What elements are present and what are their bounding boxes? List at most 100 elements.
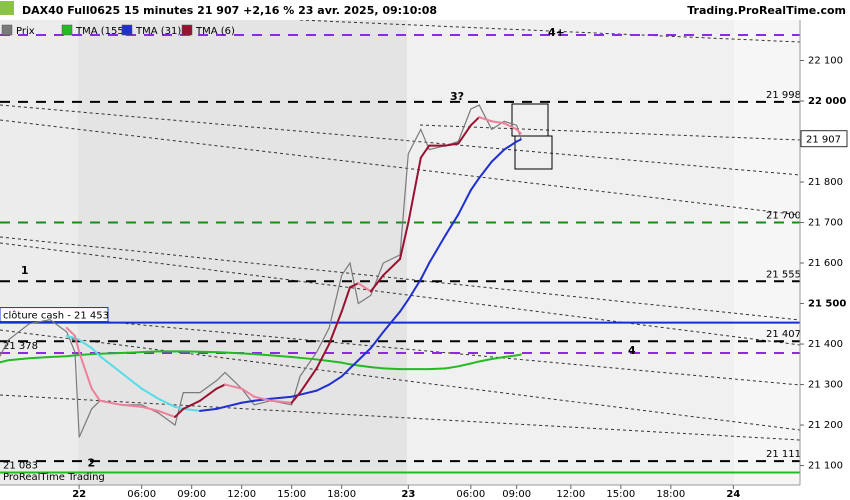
x-tick-label: 23 [401,489,415,500]
tma-segment [182,399,201,410]
tma-segment [382,257,401,277]
tma-segment [269,354,293,359]
tma-segment [399,298,410,313]
level-label: 21 111 [766,449,801,460]
legend-label: Prix [16,26,35,37]
level-label: clôture cash - 21 453 [3,310,109,322]
tma-segment [99,399,122,406]
tma-segment [140,350,160,354]
x-tick-label: 06:00 [127,489,156,500]
tma-segment [349,359,360,370]
trend-line [0,329,801,431]
legend-label: TMA (6) [195,26,235,37]
tma-segment [299,389,318,396]
tma-segment [240,387,256,398]
tma-segment [140,405,160,412]
trend-lines [0,19,801,441]
zone-box [514,135,553,170]
tma-segment [78,338,93,350]
tma-segment [382,367,401,371]
x-tick-label: 09:00 [177,489,206,500]
tma-segment [490,148,506,163]
tma-segment [444,142,460,147]
tma-segment [357,282,372,293]
level-label-box [0,307,109,323]
legend-swatch [121,24,133,36]
tma-segment [457,124,472,145]
x-tick-label: 12:00 [227,489,256,500]
tma-segment [269,395,293,400]
tma-segment [99,355,122,374]
y-tick-label: 21 300 [808,380,843,391]
header-bar [0,0,850,20]
tma-segment [328,375,343,386]
legend-swatch [61,24,73,36]
tma-segment [119,403,143,408]
tma-segment [369,330,385,350]
tma-segment [65,354,76,358]
chart-title: DAX40 Full0625 15 minutes 21 907 +2,16 %… [22,4,437,17]
tma-segment [315,343,331,370]
tma-segment [119,371,143,390]
x-axis-area [0,485,800,500]
tma-segment [444,213,460,236]
level-label: 21 700 [766,211,801,222]
tma-segment [199,387,218,402]
trend-line [0,119,801,216]
tma-segment [224,383,243,390]
x-tick-label: 24 [726,489,740,500]
tma-segment [315,383,331,392]
tma-segment [253,395,272,402]
tma-segment [490,120,506,125]
tma-segment [140,387,160,400]
tma-segment [357,364,372,369]
tma-segment [478,116,493,123]
y-tick-label: 21 100 [808,461,843,472]
tma-segment [315,358,331,363]
tma-segment [399,221,410,260]
tma-segment [224,351,243,355]
y-tick-label: 21 400 [808,339,843,350]
legend-label: TMA (155) [75,26,128,37]
footer: ProRealTime Trading [3,472,105,483]
tma-segment [369,366,385,370]
source: Trading.ProRealTime.com [687,4,846,17]
x-tick-label: 06:00 [456,489,485,500]
tma-segment [503,354,518,359]
y-tick-label: 21 600 [808,258,843,269]
tma-segment [349,282,360,289]
tma-segment [457,189,472,216]
tma-segment [290,356,301,359]
tma-segment [174,405,185,410]
current-price-label: 21 907 [806,135,841,146]
tma-segment [457,362,472,368]
level-label: 21 378 [3,341,38,352]
y-axis-area [800,20,850,500]
x-tick-label: 15:00 [606,489,635,500]
tma-segment [99,351,122,355]
tma-segment [253,353,272,357]
tma-segment [419,262,431,281]
tma-segment [215,383,226,390]
annotation: 2 [88,457,96,470]
tma-segment [503,140,518,151]
tma-segment [215,405,226,410]
tma-segment [90,347,101,358]
legend-label: TMA (31) [135,26,181,37]
tma-segment [369,274,385,293]
trend-line [0,236,801,321]
session-shade [734,20,800,485]
tma-segment [428,367,447,371]
y-tick-label: 21 200 [808,420,843,431]
tma-segment [269,399,293,404]
session-shade [78,20,407,485]
trend-line [0,104,801,176]
tma-segment [469,176,481,192]
y-tick-label: 21 800 [808,177,843,188]
tma-segment [478,358,493,363]
trend-line [0,394,801,441]
tma-segment [340,286,351,313]
tma-segment [328,360,343,364]
tma-segment [515,353,522,357]
tma-segment [407,278,422,301]
